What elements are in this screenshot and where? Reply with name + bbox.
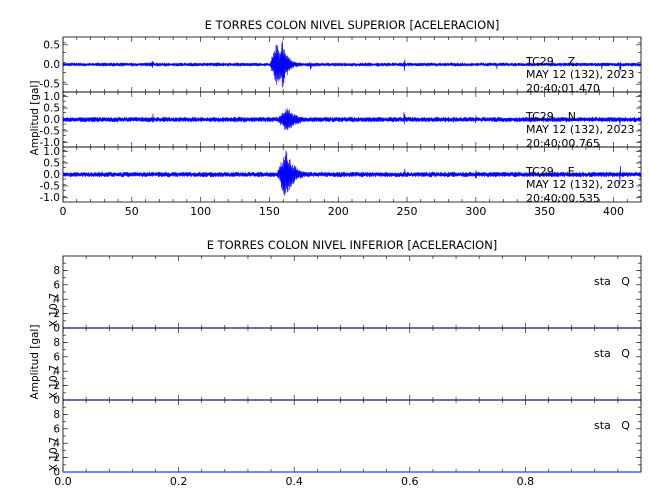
panel-tc29-n-date: MAY 12 (132), 2023: [526, 123, 634, 136]
x-tick-label: 300: [465, 205, 486, 218]
upper-chart-title: E TORRES COLON NIVEL SUPERIOR [ACELERACI…: [205, 18, 500, 32]
panel-lower-1-scale-label: X 10-7: [48, 293, 60, 327]
panel-lower-2-y-tick-label: 2: [53, 380, 60, 392]
x-tick-label: 0: [60, 205, 67, 218]
x-tick-label: 100: [190, 205, 211, 218]
lower-chart-title: E TORRES COLON NIVEL INFERIOR [ACELERACI…: [207, 238, 498, 252]
panel-tc29-e-y-tick-label: 0.0: [43, 169, 60, 181]
panel-tc29-z-y-ticks: 0.5 0.0 -0.5: [40, 39, 641, 91]
lower-x-tick-labels: 0.0 0.2 0.4 0.6 0.8: [54, 475, 534, 488]
panel-tc29-e-y-tick-label: 1.0: [43, 146, 60, 158]
x-tick-label: 0.6: [401, 475, 419, 488]
x-tick-label: 350: [534, 205, 555, 218]
panel-tc29-z-x-ticks: [62, 37, 642, 92]
panel-lower-1-y-tick-label: 8: [53, 265, 60, 277]
lower-y-axis-label: Amplitud [gal]: [29, 325, 41, 400]
panel-tc29-z-y-tick-label: 0.0: [43, 59, 60, 71]
x-tick-label: 0.0: [54, 475, 72, 488]
panel-lower-2-y-tick-label: 4: [53, 366, 60, 378]
panel-lower-1-y-tick-label: 2: [53, 308, 60, 320]
panel-tc29-e-y-tick-label: 0.5: [43, 158, 60, 170]
panel-tc29-e-y-tick-label: -1.0: [40, 192, 61, 204]
panel-tc29-z-y-tick-label: 0.5: [43, 39, 60, 51]
panel-tc29-z-time: 20:40:01.470: [526, 82, 600, 95]
panel-tc29-n-station: TC29 N: [525, 110, 576, 123]
panel-tc29-n-y-tick-label: 1.0: [43, 91, 60, 103]
panel-tc29-z: 0.5 0.0 -0.5 TC29 Z MAY 12 (132), 2023 20:…: [40, 36, 642, 95]
panel-lower-3-station: sta Q: [594, 419, 630, 432]
panel-lower-1: 8 6 4 2 0 X 10-7 sta Q: [48, 255, 642, 335]
panel-tc29-n-y-tick-label: 0.5: [43, 103, 60, 115]
panel-lower-3: 8 6 4 2 0 X 10-7 sta Q: [48, 399, 642, 479]
panel-tc29-e-time: 20:40:00.535: [526, 192, 600, 205]
panel-tc29-e-date: MAY 12 (132), 2023: [526, 178, 634, 191]
panel-tc29-e-station: TC29 E: [525, 165, 575, 178]
panel-tc29-z-trace: [62, 40, 642, 88]
panel-lower-1-station: sta Q: [594, 275, 630, 288]
panel-lower-2: 8 6 4 2 0 X 10-7 sta Q: [48, 327, 642, 407]
panel-lower-3-y-tick-label: 8: [53, 409, 60, 421]
upper-x-tick-labels: 0 50 100 150 200 250 300 350 400: [60, 205, 624, 218]
panel-lower-2-station: sta Q: [594, 347, 630, 360]
panel-tc29-z-y-tick-label: -0.5: [40, 79, 61, 91]
panel-lower-3-y-tick-label: 2: [53, 452, 60, 464]
panel-lower-1-y-tick-label: 4: [53, 294, 60, 306]
panel-lower-2-x-ticks: [62, 328, 642, 400]
panel-lower-2-scale-label: X 10-7: [48, 365, 60, 399]
panel-tc29-n-x-ticks: [62, 92, 642, 147]
panel-tc29-n-trace: [62, 108, 642, 131]
panel-tc29-n-time: 20:40:00.765: [526, 137, 600, 150]
upper-chart: E TORRES COLON NIVEL SUPERIOR [ACELERACI…: [29, 18, 642, 218]
panel-tc29-e-y-tick-label: -0.5: [40, 180, 61, 192]
panel-lower-3-y-ticks: 8 6 4 2 0: [53, 406, 641, 479]
panel-tc29-e: 1.00.50.0-0.5-1.0 TC29 E MAY 12 (132), 2…: [40, 146, 642, 205]
panel-lower-2-frame: [62, 327, 642, 401]
panel-lower-3-frame: [62, 399, 642, 473]
panel-tc29-n-y-tick-label: -1.0: [40, 137, 61, 149]
panel-tc29-n-y-ticks: 1.00.50.0-0.5-1.0: [40, 91, 641, 149]
panel-lower-1-y-ticks: 8 6 4 2 0: [53, 262, 641, 335]
panel-lower-2-y-ticks: 8 6 4 2 0: [53, 334, 641, 407]
lower-chart: E TORRES COLON NIVEL INFERIOR [ACELERACI…: [29, 238, 642, 488]
panel-lower-3-x-ticks: [62, 400, 642, 472]
panel-lower-2-y-tick-label: 6: [53, 351, 60, 363]
panel-lower-3-y-tick-label: 4: [53, 438, 60, 450]
panel-tc29-e-trace: [62, 150, 642, 196]
panel-lower-3-scale-label: X 10-7: [48, 437, 60, 471]
x-tick-label: 50: [125, 205, 139, 218]
panel-tc29-n: 1.00.50.0-0.5-1.0 TC29 N MAY 12 (132), 2…: [40, 91, 642, 150]
panel-lower-1-y-tick-label: 6: [53, 279, 60, 291]
x-tick-label: 250: [397, 205, 418, 218]
panel-lower-3-y-tick-label: 6: [53, 423, 60, 435]
panel-tc29-z-station: TC29 Z: [525, 55, 576, 68]
panel-tc29-n-y-tick-label: 0.0: [43, 114, 60, 126]
x-tick-label: 400: [603, 205, 624, 218]
panel-tc29-e-y-ticks: 1.00.50.0-0.5-1.0: [40, 146, 641, 204]
x-tick-label: 200: [328, 205, 349, 218]
panel-lower-2-y-tick-label: 8: [53, 337, 60, 349]
panel-lower-1-x-ticks: [62, 256, 642, 328]
panel-tc29-z-date: MAY 12 (132), 2023: [526, 68, 634, 81]
x-tick-label: 0.2: [170, 475, 188, 488]
panel-lower-1-frame: [62, 255, 642, 329]
x-tick-label: 0.8: [517, 475, 535, 488]
panel-lower-2-y-tick-label: 0: [53, 395, 60, 407]
x-tick-label: 0.4: [285, 475, 303, 488]
panel-lower-1-y-tick-label: 0: [53, 323, 60, 335]
x-tick-label: 150: [259, 205, 280, 218]
panel-tc29-n-y-tick-label: -0.5: [40, 125, 61, 137]
panel-tc29-e-x-ticks: [62, 147, 642, 202]
upper-y-axis-label: Amplitud [gal]: [29, 81, 41, 156]
panel-lower-3-y-tick-label: 0: [53, 467, 60, 479]
